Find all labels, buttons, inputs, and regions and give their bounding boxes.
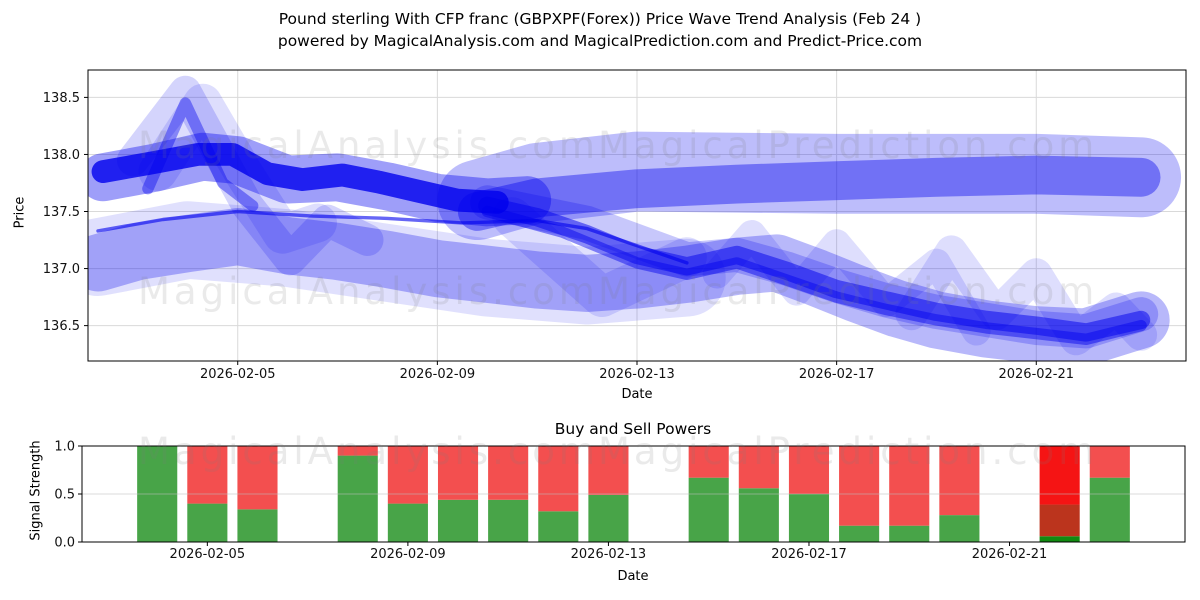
special-bar-segment — [1039, 536, 1080, 542]
sell-bar — [839, 446, 880, 526]
buy-bar — [1089, 477, 1130, 542]
bottom-ylabel: Signal Strength — [28, 440, 44, 541]
figure-title-line1: Pound sterling With CFP franc (GBPXPF(Fo… — [278, 10, 922, 28]
wave-band-zigzag-1 — [702, 220, 991, 346]
sell-bar — [1089, 446, 1130, 478]
wave-band-upper-light — [437, 131, 1182, 241]
wave-band-spike-light-big — [116, 75, 384, 276]
sell-bar — [237, 446, 278, 510]
watermark-prediction-row2: MagicalPrediction.com — [598, 270, 1099, 313]
svg-text:2026-02-05: 2026-02-05 — [170, 547, 246, 562]
buy-bar — [437, 499, 479, 542]
watermark-analysis-row1: MagicalAnalysis.com — [138, 124, 599, 167]
buy-bar — [839, 525, 880, 542]
svg-text:2026-02-13: 2026-02-13 — [571, 547, 647, 562]
svg-text:2026-02-17: 2026-02-17 — [771, 547, 847, 562]
svg-text:0.0: 0.0 — [54, 536, 75, 551]
buy-bar — [387, 503, 428, 542]
buy-bar — [688, 477, 729, 542]
watermark-analysis-row2: MagicalAnalysis.com — [138, 270, 599, 313]
wave-band-upper-dark — [457, 155, 1161, 231]
svg-text:2026-02-09: 2026-02-09 — [400, 367, 476, 382]
sell-bar — [538, 446, 579, 512]
bottom-xlabel: Date — [617, 569, 649, 584]
main-xlabel: Date — [621, 387, 653, 402]
buy-bar — [187, 503, 228, 542]
sell-bar — [337, 446, 378, 456]
buy-bar — [738, 488, 779, 542]
sell-bar — [738, 446, 779, 489]
svg-text:1.0: 1.0 — [54, 440, 75, 455]
watermark-analysis-row3: MagicalAnalysis.com — [138, 430, 599, 473]
wave-band-light-v-mid — [492, 197, 707, 318]
svg-text:138.5: 138.5 — [43, 91, 80, 106]
figure-title: Pound sterling With CFP franc (GBPXPF(Fo… — [0, 8, 1200, 52]
wave-band-spike-medium — [142, 97, 259, 212]
buy-bar — [939, 515, 980, 542]
svg-text:138.0: 138.0 — [43, 148, 80, 163]
buy-bar — [337, 455, 378, 542]
buy-bar — [538, 511, 579, 542]
svg-text:0.5: 0.5 — [54, 488, 75, 503]
buy-bar — [488, 499, 529, 542]
watermark-prediction-row1: MagicalPrediction.com — [598, 124, 1099, 167]
svg-text:136.5: 136.5 — [43, 319, 80, 334]
svg-text:2026-02-09: 2026-02-09 — [370, 547, 446, 562]
sell-bar — [437, 446, 479, 500]
bottom-chart-title: Buy and Sell Powers — [554, 420, 712, 438]
buy-bar — [588, 494, 629, 542]
special-bar-segment — [1039, 446, 1080, 505]
svg-text:2026-02-13: 2026-02-13 — [599, 367, 675, 382]
svg-text:2026-02-05: 2026-02-05 — [200, 367, 276, 382]
buy-bar — [788, 494, 830, 542]
wave-band-zigzag-2 — [895, 235, 1158, 356]
main-ylabel: Price — [12, 196, 28, 229]
watermark-prediction-row3: MagicalPrediction.com — [598, 430, 1099, 473]
sell-bar — [788, 446, 830, 494]
wave-band-spike-light-2 — [138, 83, 338, 254]
wave-band-braid-2 — [481, 205, 1147, 345]
svg-text:2026-02-17: 2026-02-17 — [799, 367, 875, 382]
svg-text:137.0: 137.0 — [43, 262, 80, 277]
buy-bar — [889, 525, 930, 542]
svg-text:137.5: 137.5 — [43, 205, 80, 220]
buy-bar — [237, 509, 278, 542]
sell-bar — [939, 446, 980, 516]
svg-text:2026-02-21: 2026-02-21 — [998, 367, 1074, 382]
signal-bars — [137, 446, 1130, 542]
special-bar-segment — [1039, 504, 1080, 537]
wave-band-lower-light-wide — [88, 201, 726, 325]
sell-bar — [688, 446, 729, 478]
sell-bar — [588, 446, 629, 495]
sell-bar — [488, 446, 529, 500]
figure-title-line2: powered by MagicalAnalysis.com and Magic… — [277, 32, 923, 50]
wave-band-braid-3 — [470, 185, 1159, 349]
svg-text:2026-02-21: 2026-02-21 — [972, 547, 1048, 562]
sell-bar — [889, 446, 930, 526]
wave-band-braid-1 — [478, 196, 1151, 342]
wave-band-cluster-core — [91, 142, 509, 214]
wave-bands — [88, 75, 1182, 361]
